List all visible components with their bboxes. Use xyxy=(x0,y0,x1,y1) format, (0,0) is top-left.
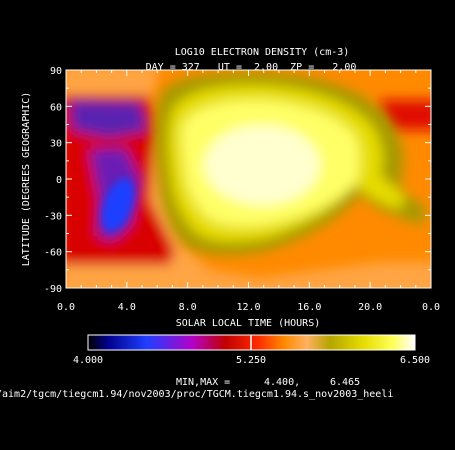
density-field xyxy=(66,70,431,288)
x-tick-label: 20.0 xyxy=(358,302,382,313)
colorbar-min-label: 4.000 xyxy=(73,355,103,366)
x-axis-label: SOLAR LOCAL TIME (HOURS) xyxy=(176,318,321,329)
y-tick-label: 0 xyxy=(56,175,62,186)
chart-title: LOG10 ELECTRON DENSITY (cm-3) xyxy=(175,47,350,58)
x-tick-label: 0.0 xyxy=(57,302,75,313)
y-tick-label: -60 xyxy=(44,248,62,259)
colorbar-max-label: 6.500 xyxy=(400,355,430,366)
y-axis-label: LATITUDE (DEGREES GEOGRAPHIC) xyxy=(21,92,32,267)
y-tick-label: 90 xyxy=(50,66,62,77)
x-tick-label: 8.0 xyxy=(179,302,197,313)
x-tick-label: 12.0 xyxy=(236,302,260,313)
file-path: /aim2/tgcm/tiegcm1.94/nov2003/proc/TGCM.… xyxy=(0,389,394,400)
y-tick-label: 30 xyxy=(50,139,62,150)
red-evening-strip xyxy=(380,100,431,130)
x-tick-label: 0.0 xyxy=(422,302,440,313)
y-tick-label: -90 xyxy=(44,284,62,295)
y-tick-label: -30 xyxy=(44,211,62,222)
x-tick-label: 16.0 xyxy=(297,302,321,313)
peak-density-core xyxy=(204,125,320,205)
colorbar-mid-label: 5.250 xyxy=(236,355,266,366)
max-value: 6.465 xyxy=(330,377,360,388)
min-value: 4.400, xyxy=(264,377,300,388)
min-max-label: MIN,MAX = xyxy=(176,377,230,388)
purple-north-region xyxy=(70,100,148,138)
x-tick-label: 4.0 xyxy=(118,302,136,313)
chart-subtitle: DAY = 327 UT = 2.00 ZP = 2.00 xyxy=(146,62,357,73)
blue-trough xyxy=(101,178,135,232)
y-axis: 90 60 30 0 -30 -60 -90 xyxy=(44,66,431,295)
y-tick-label: 60 xyxy=(50,102,62,113)
x-axis: 0.0 4.0 8.0 12.0 16.0 20.0 0.0 xyxy=(57,70,440,313)
